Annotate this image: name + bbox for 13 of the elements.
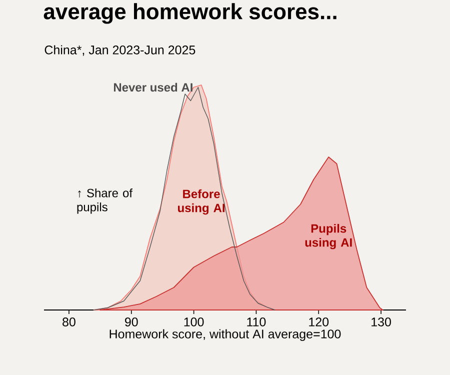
x-tick-label: 90 (125, 318, 138, 326)
series-label: Never used AI (114, 82, 192, 92)
x-tick-label: 130 (372, 318, 391, 326)
chart-subtitle: China*, Jan 2023-Jun 2025 (44, 45, 196, 56)
x-axis-title: Homework score, without AI average=100 (110, 329, 341, 341)
x-tick-label: 120 (309, 318, 329, 326)
x-tick-label: 80 (62, 318, 76, 326)
x-tick-label: 110 (247, 318, 266, 326)
series-label: Before using AI (178, 189, 224, 215)
x-tick-label: 100 (184, 318, 204, 326)
chart-title: average homework scores... (44, 3, 336, 24)
y-axis-title: ↑ Share of pupils (77, 188, 133, 214)
series-label: Pupils using AI (305, 224, 352, 250)
